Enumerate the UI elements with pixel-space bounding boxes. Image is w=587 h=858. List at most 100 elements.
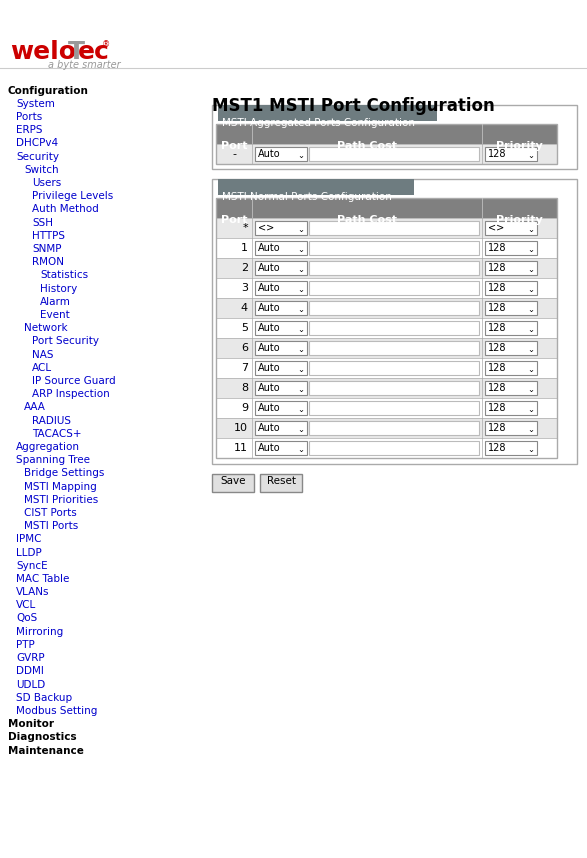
Bar <box>309 321 479 335</box>
Text: SSH: SSH <box>32 217 53 227</box>
Bar <box>485 261 537 275</box>
Text: T: T <box>68 40 85 64</box>
Bar <box>309 301 479 315</box>
Text: Path Cost: Path Cost <box>337 215 397 225</box>
Text: 1: 1 <box>241 243 248 253</box>
Text: 3: 3 <box>241 283 248 293</box>
Text: MSTI Ports: MSTI Ports <box>24 521 78 531</box>
Text: Save: Save <box>220 476 246 486</box>
Bar <box>309 147 479 161</box>
Text: a byte smarter: a byte smarter <box>48 60 120 70</box>
Text: Ports: Ports <box>16 112 42 122</box>
Text: Bridge Settings: Bridge Settings <box>24 468 104 478</box>
Bar <box>255 381 307 395</box>
Text: ⌄: ⌄ <box>298 404 305 414</box>
Bar <box>485 281 537 295</box>
Text: -: - <box>232 149 236 159</box>
Text: MSTI Aggregated Ports Configuration: MSTI Aggregated Ports Configuration <box>222 118 415 128</box>
Bar <box>216 198 557 458</box>
Text: ⌄: ⌄ <box>298 365 305 373</box>
Bar <box>216 378 557 398</box>
Text: 7: 7 <box>241 363 248 373</box>
Bar <box>309 261 479 275</box>
Text: 128: 128 <box>488 383 507 393</box>
Text: 128: 128 <box>488 343 507 353</box>
Text: Aggregation: Aggregation <box>16 442 80 452</box>
Bar <box>485 341 537 355</box>
Bar <box>485 361 537 375</box>
Text: SyncE: SyncE <box>16 560 48 571</box>
Bar <box>485 241 537 255</box>
Text: ⌄: ⌄ <box>528 305 535 313</box>
Text: Switch: Switch <box>24 165 59 175</box>
Text: 6: 6 <box>241 343 248 353</box>
Text: MSTI Normal Ports Configuration: MSTI Normal Ports Configuration <box>222 192 392 202</box>
Text: Security: Security <box>16 152 59 161</box>
Text: ⌄: ⌄ <box>528 324 535 334</box>
Text: 128: 128 <box>488 323 507 333</box>
Bar <box>255 147 307 161</box>
Text: PTP: PTP <box>16 640 35 650</box>
Text: 10: 10 <box>234 423 248 433</box>
Text: DDMI: DDMI <box>16 667 44 676</box>
Text: ⌄: ⌄ <box>528 384 535 394</box>
Text: Spanning Tree: Spanning Tree <box>16 455 90 465</box>
Bar <box>216 144 557 164</box>
Text: Modbus Setting: Modbus Setting <box>16 706 97 716</box>
Bar <box>216 258 557 278</box>
Bar <box>309 441 479 455</box>
Text: 128: 128 <box>488 263 507 273</box>
Text: Mirroring: Mirroring <box>16 626 63 637</box>
Text: Port: Port <box>221 141 247 151</box>
Bar <box>309 281 479 295</box>
Bar <box>216 198 557 218</box>
Bar <box>255 421 307 435</box>
Text: 11: 11 <box>234 443 248 453</box>
Text: ⌄: ⌄ <box>298 264 305 274</box>
Text: Auto: Auto <box>258 383 281 393</box>
Bar <box>309 221 479 235</box>
Text: Privilege Levels: Privilege Levels <box>32 191 113 201</box>
Bar <box>212 179 577 464</box>
Text: ⌄: ⌄ <box>528 245 535 253</box>
Bar <box>309 341 479 355</box>
Text: CIST Ports: CIST Ports <box>24 508 77 518</box>
Text: Auto: Auto <box>258 343 281 353</box>
Bar <box>216 238 557 258</box>
Text: ⌄: ⌄ <box>298 245 305 253</box>
Bar <box>485 441 537 455</box>
Text: 4: 4 <box>241 303 248 313</box>
Text: 8: 8 <box>241 383 248 393</box>
Text: Alarm: Alarm <box>40 297 71 306</box>
Bar <box>212 474 254 492</box>
Text: Auto: Auto <box>258 283 281 293</box>
Text: ⌄: ⌄ <box>528 264 535 274</box>
Text: 9: 9 <box>241 403 248 413</box>
Text: ⌄: ⌄ <box>298 150 305 160</box>
Text: 128: 128 <box>488 363 507 373</box>
Text: VLANs: VLANs <box>16 587 49 597</box>
Text: 128: 128 <box>488 243 507 253</box>
Text: 128: 128 <box>488 283 507 293</box>
Text: <>: <> <box>258 223 274 233</box>
Text: ⌄: ⌄ <box>298 225 305 233</box>
Text: Priority: Priority <box>496 215 543 225</box>
Text: Priority: Priority <box>496 141 543 151</box>
Text: 128: 128 <box>488 149 507 159</box>
Text: AAA: AAA <box>24 402 46 413</box>
Text: VCL: VCL <box>16 601 36 610</box>
Text: ARP Inspection: ARP Inspection <box>32 389 110 399</box>
Bar <box>485 301 537 315</box>
Text: ⌄: ⌄ <box>528 365 535 373</box>
Bar <box>216 418 557 438</box>
Text: MST1 MSTI Port Configuration: MST1 MSTI Port Configuration <box>212 97 495 115</box>
Bar <box>255 221 307 235</box>
Bar <box>255 281 307 295</box>
Bar <box>255 401 307 415</box>
Text: 2: 2 <box>241 263 248 273</box>
Text: ⌄: ⌄ <box>528 444 535 454</box>
Text: Network: Network <box>24 323 68 333</box>
Text: RMON: RMON <box>32 257 64 267</box>
Text: UDLD: UDLD <box>16 680 45 690</box>
Bar <box>216 124 557 164</box>
